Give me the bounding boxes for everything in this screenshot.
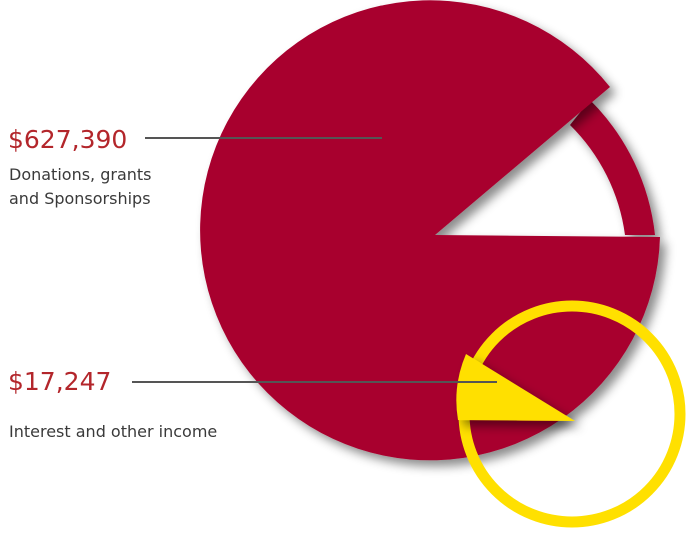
interest-amount-label: $17,247 [8, 367, 112, 396]
interest-slice [456, 354, 575, 421]
donations-description: Donations, grants and Sponsorships [9, 163, 209, 211]
donations-slice [200, 0, 660, 461]
donations-description-line2: and Sponsorships [9, 189, 151, 208]
interest-description: Interest and other income [9, 422, 218, 441]
donations-description-line1: Donations, grants [9, 165, 152, 184]
donations-slice-ring [570, 100, 655, 235]
donations-amount-label: $627,390 [8, 125, 128, 154]
